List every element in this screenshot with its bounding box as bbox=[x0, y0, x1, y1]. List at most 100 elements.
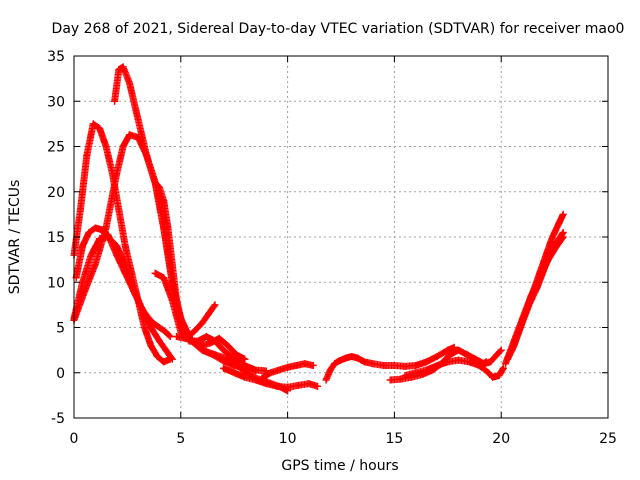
axis-ticks: 0 5 10 15 20 25 -5 0 5 10 15 20 25 30 35 bbox=[47, 49, 617, 447]
data-point bbox=[472, 360, 480, 368]
data-point bbox=[224, 342, 232, 350]
x-tick-label: 15 bbox=[385, 431, 403, 447]
data-point bbox=[499, 364, 507, 372]
data-point bbox=[322, 376, 330, 384]
data-point bbox=[121, 269, 129, 277]
data-point bbox=[454, 356, 462, 364]
data-point bbox=[115, 206, 123, 214]
data-point bbox=[232, 351, 240, 359]
data-point bbox=[284, 383, 292, 391]
data-point bbox=[91, 260, 99, 268]
data-point bbox=[294, 381, 302, 389]
data-point bbox=[126, 131, 134, 139]
data-point bbox=[478, 363, 486, 371]
x-tick-label: 5 bbox=[176, 431, 185, 447]
data-point bbox=[401, 362, 409, 370]
data-point bbox=[262, 380, 270, 388]
x-axis-label: GPS time / hours bbox=[281, 458, 398, 474]
series-arc-14 bbox=[472, 360, 507, 381]
data-point bbox=[113, 251, 121, 259]
series-arc-7 bbox=[151, 269, 270, 375]
data-point bbox=[147, 324, 155, 331]
y-tick-label: 20 bbox=[47, 185, 65, 201]
data-point bbox=[211, 301, 219, 309]
data-point bbox=[544, 256, 552, 264]
data-point bbox=[258, 374, 266, 382]
data-point bbox=[220, 364, 228, 372]
data-point bbox=[87, 251, 95, 259]
series-arc-17 bbox=[501, 233, 567, 368]
data-point bbox=[81, 287, 89, 295]
data-point bbox=[422, 358, 430, 366]
data-point bbox=[305, 380, 313, 388]
data-point bbox=[168, 355, 176, 363]
x-tick-label: 0 bbox=[70, 431, 79, 447]
y-tick-label: -5 bbox=[51, 411, 65, 427]
data-point bbox=[401, 371, 409, 379]
data-point bbox=[493, 351, 501, 359]
data-point bbox=[454, 346, 462, 354]
data-point bbox=[151, 179, 159, 187]
data-point bbox=[412, 369, 420, 377]
data-point bbox=[497, 346, 505, 354]
data-point bbox=[119, 63, 127, 71]
data-point bbox=[76, 206, 84, 214]
data-point bbox=[241, 355, 249, 363]
data-point bbox=[284, 363, 292, 371]
data-point bbox=[143, 152, 151, 160]
data-point bbox=[102, 224, 110, 232]
data-point bbox=[160, 197, 168, 205]
data-point bbox=[331, 360, 339, 368]
data-point bbox=[230, 355, 238, 363]
data-point bbox=[168, 260, 176, 268]
data-point bbox=[536, 274, 544, 282]
data-point bbox=[369, 360, 377, 368]
data-point bbox=[553, 242, 561, 250]
data-point bbox=[140, 324, 148, 331]
data-point bbox=[241, 362, 249, 370]
data-point bbox=[380, 362, 388, 370]
y-tick-label: 30 bbox=[47, 94, 65, 110]
data-point bbox=[113, 170, 121, 178]
series-arc-8 bbox=[173, 301, 219, 342]
x-tick-label: 20 bbox=[492, 431, 510, 447]
y-tick-label: 5 bbox=[56, 321, 65, 337]
data-point bbox=[555, 219, 563, 227]
data-point bbox=[354, 354, 362, 362]
data-point bbox=[181, 334, 189, 342]
data-point bbox=[501, 360, 509, 368]
y-tick-label: 35 bbox=[47, 49, 65, 65]
data-point bbox=[155, 183, 163, 191]
data-point bbox=[220, 346, 228, 354]
data-point bbox=[422, 366, 430, 374]
series-arc-5 bbox=[70, 131, 260, 375]
data-point bbox=[230, 362, 238, 370]
data-point bbox=[138, 305, 146, 313]
data-point bbox=[335, 357, 343, 365]
data-point bbox=[489, 373, 497, 381]
data-point bbox=[397, 375, 405, 383]
data-point bbox=[482, 358, 490, 366]
x-tick-label: 10 bbox=[279, 431, 297, 447]
data-point bbox=[275, 366, 283, 374]
data-point bbox=[559, 210, 567, 218]
data-point bbox=[444, 358, 452, 366]
data-point bbox=[527, 292, 535, 300]
data-point bbox=[134, 133, 142, 141]
data-point bbox=[444, 346, 452, 354]
data-point bbox=[190, 328, 198, 336]
data-point bbox=[463, 351, 471, 359]
data-point bbox=[433, 362, 441, 370]
data-point bbox=[433, 352, 441, 360]
data-point bbox=[220, 357, 228, 365]
data-point bbox=[309, 362, 317, 370]
data-point bbox=[147, 342, 155, 350]
data-points bbox=[70, 63, 567, 395]
y-tick-label: 25 bbox=[47, 140, 65, 156]
data-point bbox=[134, 115, 142, 123]
data-point bbox=[194, 337, 202, 345]
data-point bbox=[162, 346, 170, 354]
data-point bbox=[341, 354, 349, 362]
data-point bbox=[166, 333, 174, 341]
